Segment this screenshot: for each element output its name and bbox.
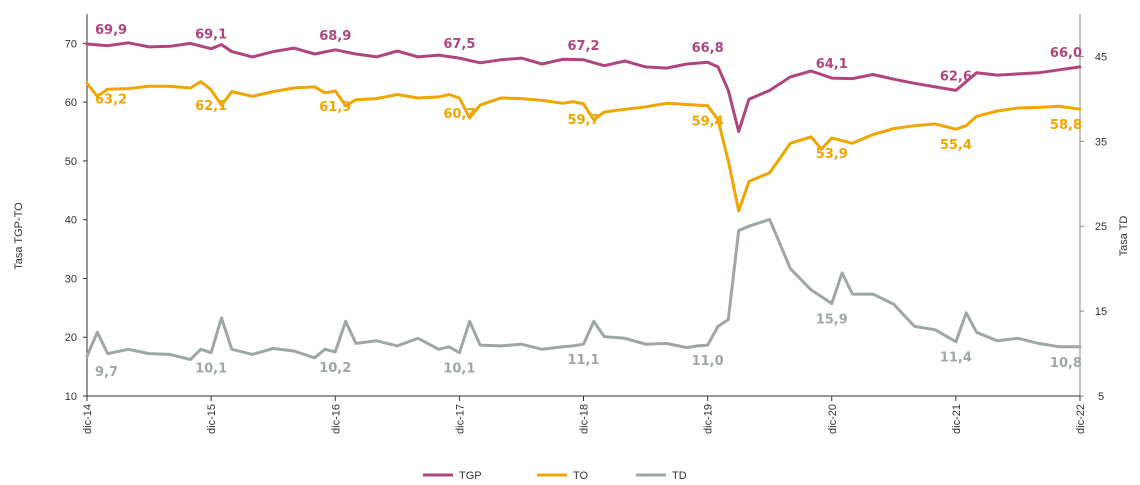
data-label-td: 10,1: [195, 362, 227, 377]
x-tick-label: dic-17: [454, 404, 466, 434]
data-label-tgp: 69,9: [95, 23, 127, 38]
data-label-to: 61,9: [319, 100, 351, 115]
y-tick-label-left: 20: [65, 332, 77, 344]
chart-data-labels: 69,9 69,1 68,9 67,5 67,2 66,8 64,1 62,6 66,0 63,2…: [95, 23, 1082, 380]
x-tick-label: dic-22: [1075, 404, 1087, 434]
x-tick-label: dic-21: [951, 404, 963, 434]
series-line-tgp: [85, 41, 1082, 133]
data-label-td: 10,8: [1050, 356, 1082, 371]
data-label-tgp: 66,8: [692, 41, 724, 56]
data-label-td: 10,2: [319, 361, 351, 376]
data-label-to: 63,2: [95, 92, 127, 107]
data-label-tgp: 64,1: [816, 57, 848, 72]
y-tick-label-left: 40: [65, 215, 77, 227]
x-tick-label: dic-19: [703, 404, 715, 434]
data-label-td: 9,7: [95, 365, 118, 380]
legend-label-tgp: TGP: [459, 470, 482, 482]
y-tick-label-left: 60: [65, 97, 77, 109]
series-line-to: [85, 80, 1082, 213]
y-tick-label-right: 45: [1095, 51, 1107, 63]
data-label-td: 11,4: [940, 351, 972, 366]
y-tick-label-left: 30: [65, 273, 77, 285]
legend-label-to: TO: [573, 470, 589, 482]
data-label-to: 59,7: [567, 113, 599, 128]
x-tick-label: dic-18: [579, 404, 591, 434]
data-label-to: 58,8: [1050, 118, 1082, 133]
chart-axes: 10 20 30 40 50 60 70 5 15 25 35 45 dic-14 dic-15 dic-1…: [65, 14, 1107, 434]
y-tick-label-left: 10: [65, 391, 77, 403]
x-tick-label: dic-16: [330, 404, 342, 434]
data-label-to: 62,1: [195, 99, 227, 114]
data-label-tgp: 67,2: [567, 39, 599, 54]
data-label-td: 15,9: [816, 312, 848, 327]
data-label-to: 59,4: [692, 115, 724, 130]
data-label-td: 11,1: [567, 353, 599, 368]
data-label-td: 10,1: [443, 362, 475, 377]
y-axis-title-left: Tasa TGP-TO: [13, 202, 25, 270]
data-label-to: 60,7: [443, 107, 475, 122]
y-axis-title-right: Tasa TD: [1118, 216, 1130, 257]
data-label-to: 53,9: [816, 147, 848, 162]
x-tick-label: dic-14: [82, 404, 94, 434]
x-tick-label: dic-15: [206, 404, 218, 434]
y-tick-label-left: 50: [65, 156, 77, 168]
data-label-to: 55,4: [940, 138, 972, 153]
data-label-tgp: 67,5: [443, 37, 475, 52]
data-label-tgp: 69,1: [195, 28, 227, 43]
data-label-tgp: 68,9: [319, 29, 351, 44]
series-line-td: [85, 217, 1082, 361]
legend-label-td: TD: [672, 470, 687, 482]
x-tick-label: dic-20: [827, 404, 839, 434]
y-tick-label-left: 70: [65, 38, 77, 50]
legend: TGP TO TD: [423, 470, 687, 482]
y-tick-label-right: 25: [1095, 221, 1107, 233]
data-label-td: 11,0: [692, 354, 724, 369]
y-tick-label-right: 15: [1095, 306, 1107, 318]
data-label-tgp: 62,6: [940, 69, 972, 84]
y-tick-label-right: 35: [1095, 136, 1107, 148]
data-label-tgp: 66,0: [1050, 46, 1082, 61]
y-tick-label-right: 5: [1098, 391, 1104, 403]
chart-series: [85, 41, 1082, 361]
